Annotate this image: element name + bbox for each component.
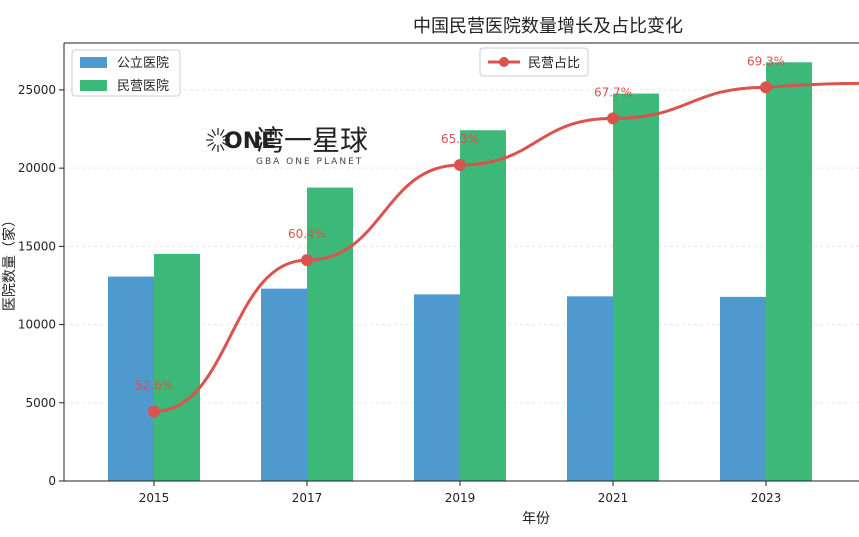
logo-ray <box>219 129 225 136</box>
legend-label: 公立医院 <box>117 56 169 71</box>
legend-label: 民营医院 <box>117 79 169 94</box>
y-tick-label: 25000 <box>18 83 56 97</box>
line-point <box>760 81 772 94</box>
data-label: 65.3% <box>441 132 479 146</box>
y-tick-label: 15000 <box>18 239 56 253</box>
data-label: 60.4% <box>288 227 326 241</box>
line-point <box>607 112 619 125</box>
line-point <box>454 159 466 171</box>
x-tick-label: 2021 <box>598 491 629 505</box>
data-label: 52.6% <box>135 379 173 393</box>
bar-private <box>154 253 200 481</box>
logo-ray <box>222 133 229 139</box>
logo-ray <box>211 144 217 151</box>
line-path <box>153 81 859 414</box>
x-tick-label: 2023 <box>751 491 782 505</box>
legend-swatch <box>80 57 107 68</box>
logo-ray <box>207 141 214 147</box>
bar-public <box>567 296 613 481</box>
bar-public <box>414 294 460 481</box>
legend-marker <box>499 57 509 67</box>
logo-ray <box>219 144 225 151</box>
x-tick-label: 2015 <box>139 491 170 505</box>
axes: 0 5000 10000 15000 20000 25000 2015 2017 2019 202… <box>18 42 859 505</box>
chart-title: 中国民营医院数量增长及占比变化 <box>413 16 683 37</box>
bar-private <box>307 187 353 481</box>
watermark-one: ONE <box>224 129 276 154</box>
data-label: 69.3% <box>747 54 785 68</box>
logo-ray <box>211 129 217 136</box>
bar-private <box>766 62 812 482</box>
logo-ray <box>207 133 214 139</box>
bar-public <box>261 288 307 481</box>
line-point <box>148 405 160 418</box>
legend-box <box>479 47 589 77</box>
line-series: 52.6% 60.4% 65.3% 67.7% 69.3% <box>135 54 859 418</box>
watermark-en: GBA ONE PLANET <box>256 157 363 167</box>
watermark-cn: 湾一星球 <box>256 124 368 157</box>
y-tick-label: 0 <box>48 474 56 488</box>
legend-line: 民营占比 <box>479 47 589 77</box>
bar-private <box>460 130 506 481</box>
bars-group <box>108 62 812 482</box>
bar-public <box>108 276 154 481</box>
y-tick-label: 5000 <box>25 396 56 410</box>
x-tick-label: 2017 <box>292 491 323 505</box>
x-tick-label: 2019 <box>445 491 476 505</box>
logo-ray <box>222 141 229 147</box>
legend-label: 民营占比 <box>528 56 580 71</box>
line-point <box>301 254 313 267</box>
bar-public <box>720 296 766 481</box>
y-tick-label: 20000 <box>18 161 56 175</box>
x-axis-label: 年份 <box>522 511 550 527</box>
data-label: 67.7% <box>594 85 632 99</box>
bar-private <box>613 93 659 482</box>
y-tick-label: 10000 <box>18 318 56 332</box>
y-axis-label: 医院数量（家） <box>1 213 18 311</box>
legend-swatch <box>80 80 107 91</box>
